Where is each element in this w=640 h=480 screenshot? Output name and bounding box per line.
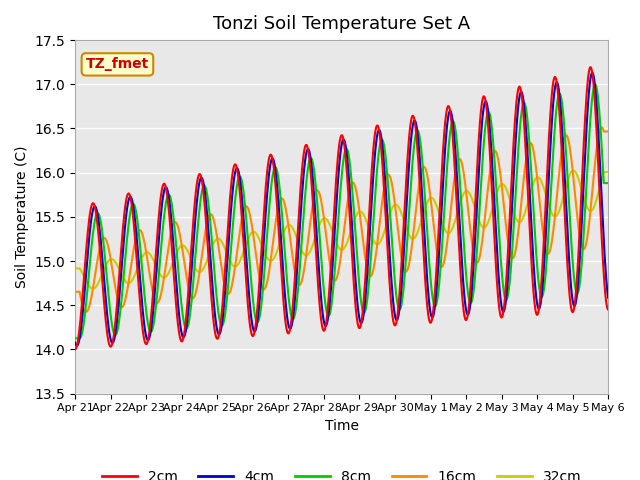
Title: Tonzi Soil Temperature Set A: Tonzi Soil Temperature Set A — [213, 15, 470, 33]
X-axis label: Time: Time — [324, 419, 358, 433]
Text: TZ_fmet: TZ_fmet — [86, 58, 149, 72]
Legend: 2cm, 4cm, 8cm, 16cm, 32cm: 2cm, 4cm, 8cm, 16cm, 32cm — [96, 464, 587, 480]
Y-axis label: Soil Temperature (C): Soil Temperature (C) — [15, 145, 29, 288]
